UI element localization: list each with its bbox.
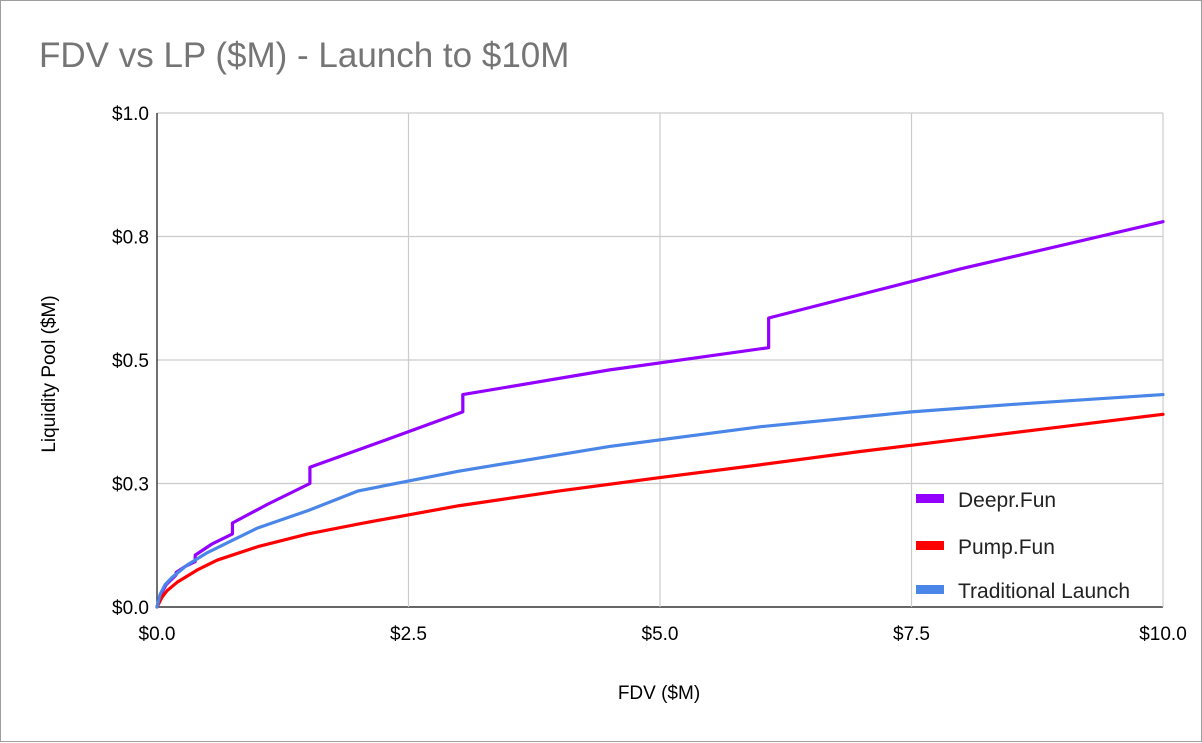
tick-layer: $0.0 $0.3 $0.5 $0.8 $1.0 $0.0 $2.5 $5.0 $7.5 $10.… [112,104,1187,645]
y-tick-label: $1.0 [112,104,149,125]
x-tick-label: $10.0 [1139,624,1187,645]
y-tick-label: $0.0 [112,598,149,619]
series-line-traditional-launch [155,392,1165,609]
y-tick-label: $0.8 [112,228,149,249]
x-tick-label: $5.0 [642,624,679,645]
y-axis-title: Liquidity Pool ($M) [39,295,60,452]
series-line-pump-fun [155,412,1165,609]
legend: Deepr.Fun Pump.Fun Traditional Launch [916,489,1130,603]
legend-swatch-traditional-launch [916,585,944,594]
x-tick-label: $0.0 [139,624,176,645]
x-axis-title: FDV ($M) [618,683,700,704]
legend-swatch-pump-fun [916,541,944,550]
y-tick-label: $0.5 [112,351,149,372]
series-layer [155,220,1165,609]
grid-layer [156,112,1164,608]
x-tick-label: $7.5 [893,624,930,645]
x-tick-label: $2.5 [390,624,427,645]
legend-label-traditional-launch: Traditional Launch [958,580,1130,603]
legend-label-deepr-fun: Deepr.Fun [958,489,1056,512]
legend-item-pump-fun: Pump.Fun [916,536,1055,559]
legend-label-pump-fun: Pump.Fun [958,536,1055,559]
legend-item-deepr-fun: Deepr.Fun [916,489,1056,512]
y-tick-label: $0.3 [112,475,149,496]
legend-swatch-deepr-fun [916,494,944,503]
chart-title: FDV vs LP ($M) - Launch to $10M [39,36,569,75]
legend-item-traditional-launch: Traditional Launch [916,580,1130,603]
